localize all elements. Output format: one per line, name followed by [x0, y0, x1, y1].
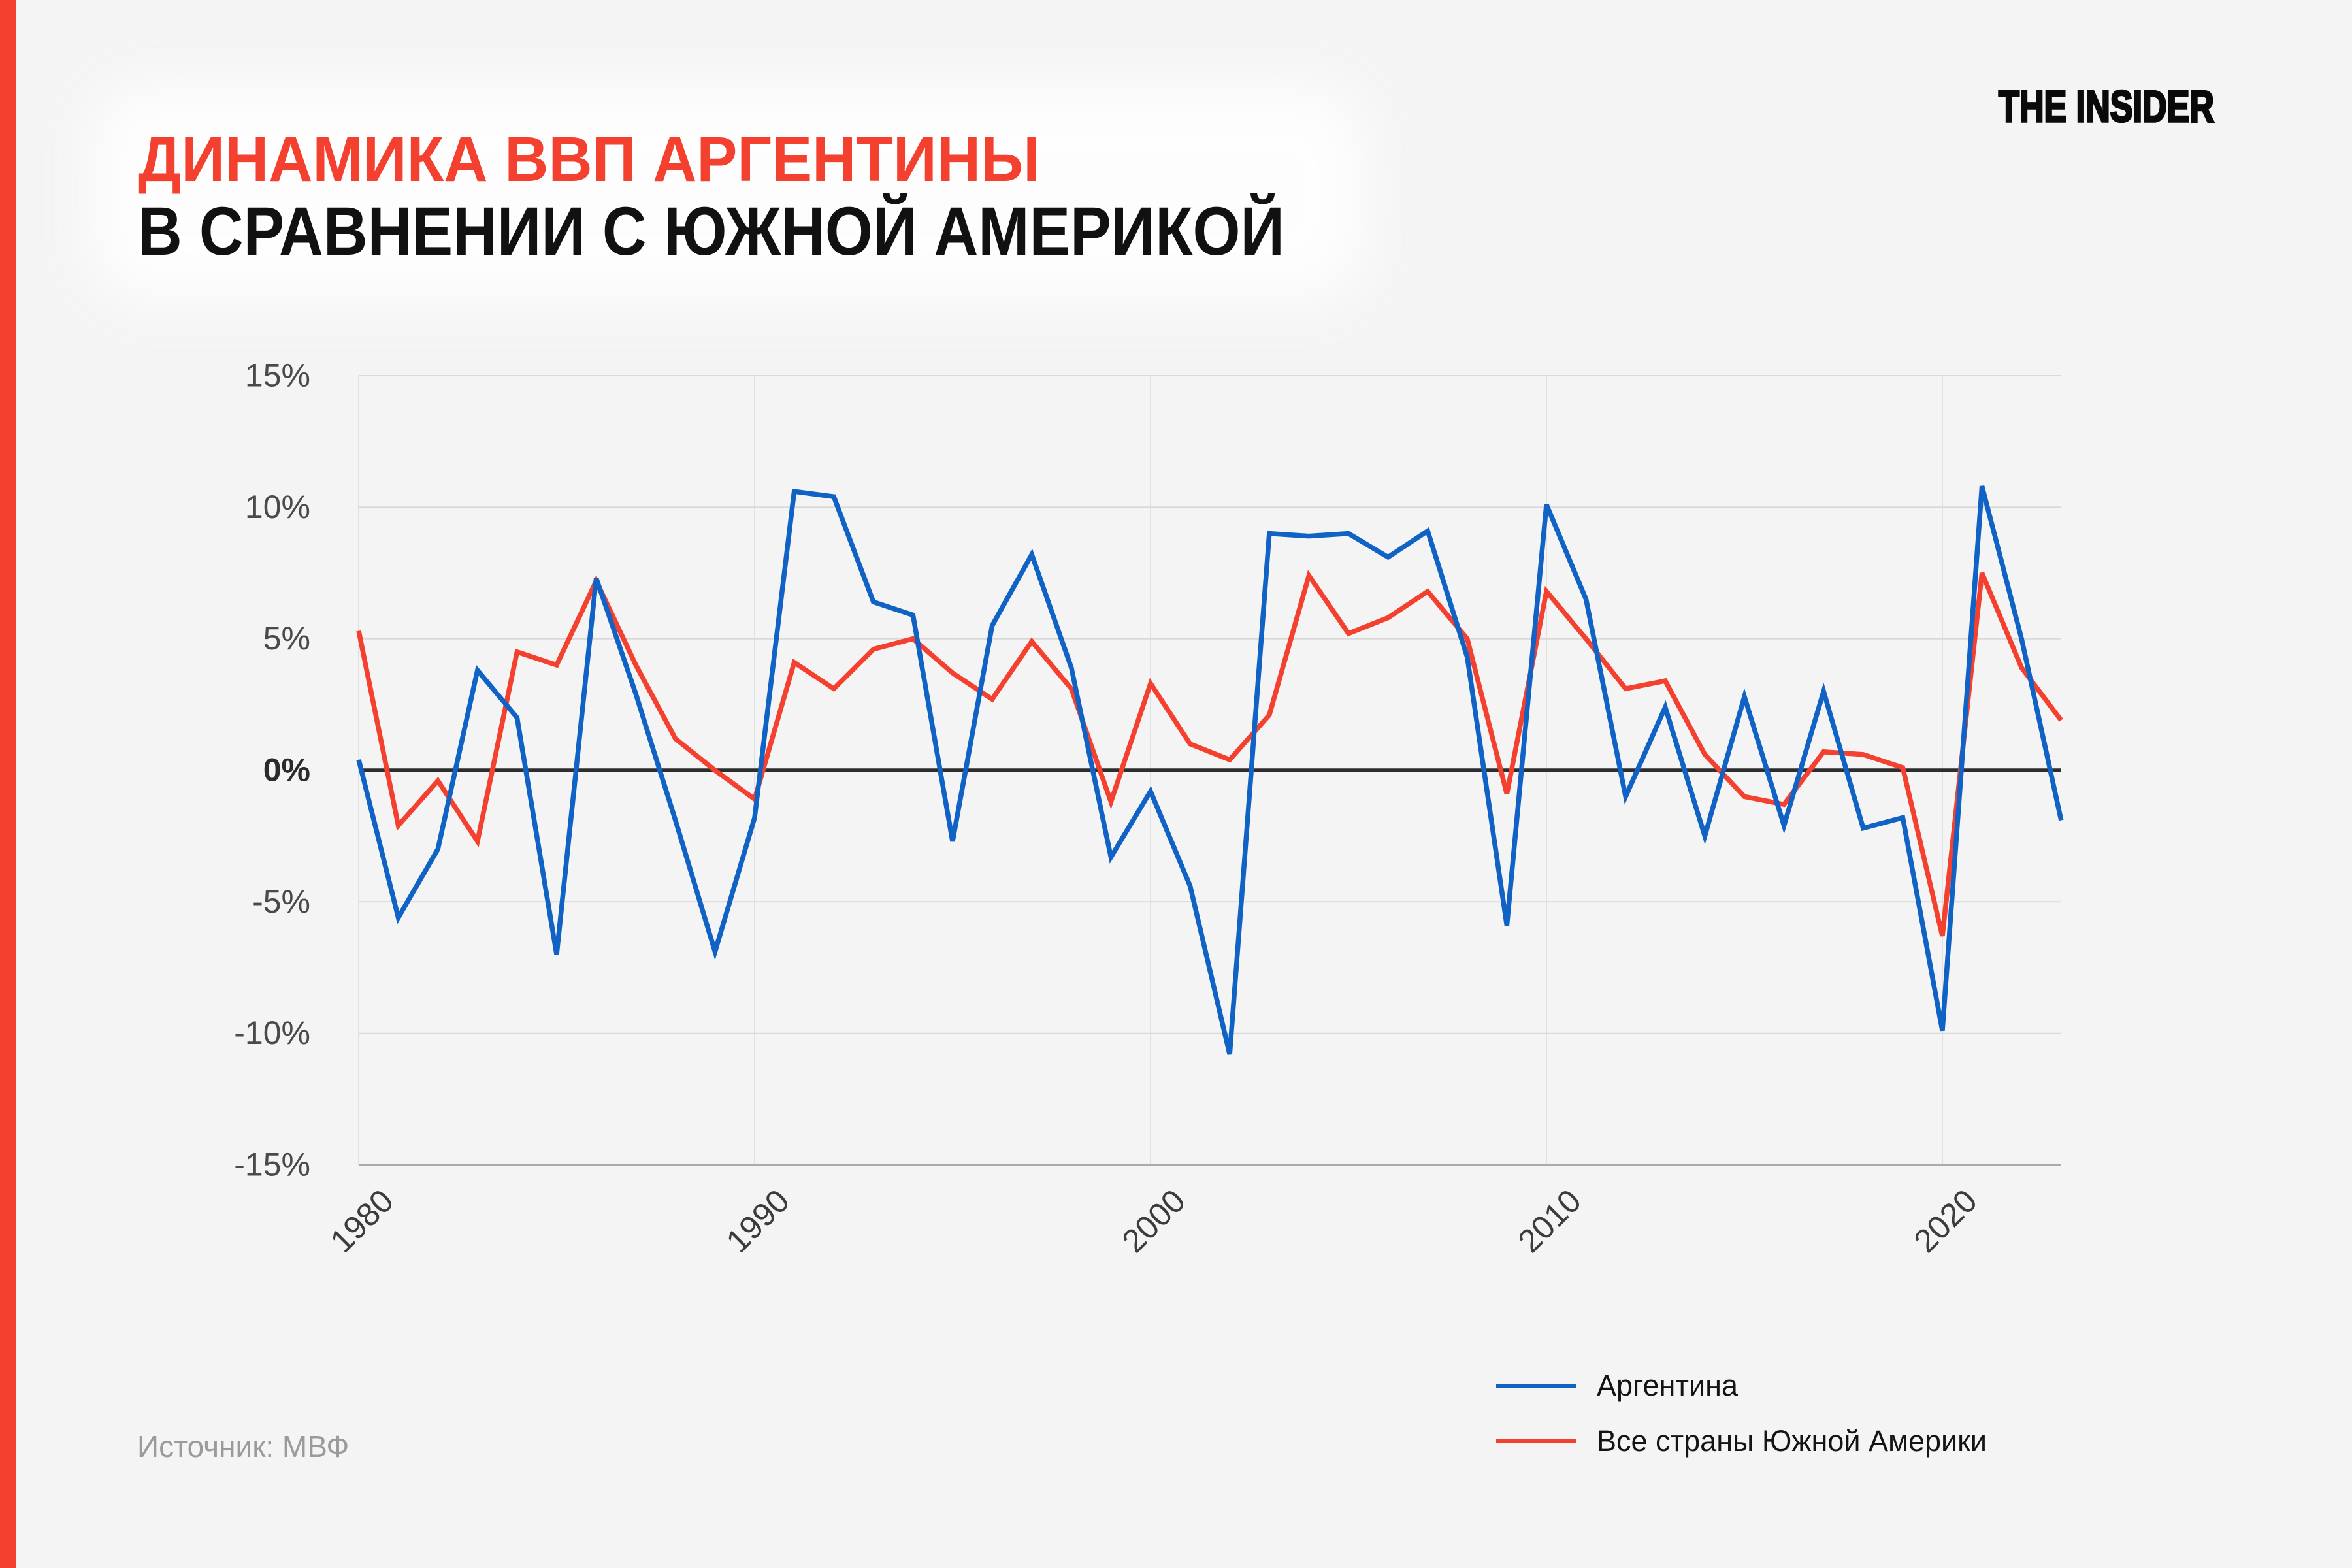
svg-text:Источник: МВФ: Источник: МВФ	[137, 1429, 349, 1463]
svg-text:2020: 2020	[1907, 1183, 1984, 1260]
svg-text:THE INSIDER: THE INSIDER	[1999, 82, 2214, 131]
svg-text:10%: 10%	[245, 489, 310, 525]
svg-text:-15%: -15%	[234, 1147, 310, 1183]
svg-text:ДИНАМИКА ВВП АРГЕНТИНЫ: ДИНАМИКА ВВП АРГЕНТИНЫ	[138, 123, 1040, 195]
svg-text:1990: 1990	[719, 1183, 796, 1260]
svg-text:5%: 5%	[263, 620, 310, 657]
svg-text:-10%: -10%	[234, 1015, 310, 1051]
svg-text:1980: 1980	[323, 1183, 400, 1260]
svg-text:В СРАВНЕНИИ С ЮЖНОЙ АМЕРИКОЙ: В СРАВНЕНИИ С ЮЖНОЙ АМЕРИКОЙ	[138, 192, 1284, 270]
svg-text:2000: 2000	[1115, 1183, 1192, 1260]
svg-text:-5%: -5%	[252, 883, 310, 920]
svg-text:15%: 15%	[245, 357, 310, 394]
svg-text:Все страны Южной Америки: Все страны Южной Америки	[1597, 1424, 1987, 1458]
svg-text:Аргентина: Аргентина	[1597, 1369, 1739, 1402]
svg-text:2010: 2010	[1511, 1183, 1588, 1260]
svg-text:0%: 0%	[263, 752, 310, 789]
